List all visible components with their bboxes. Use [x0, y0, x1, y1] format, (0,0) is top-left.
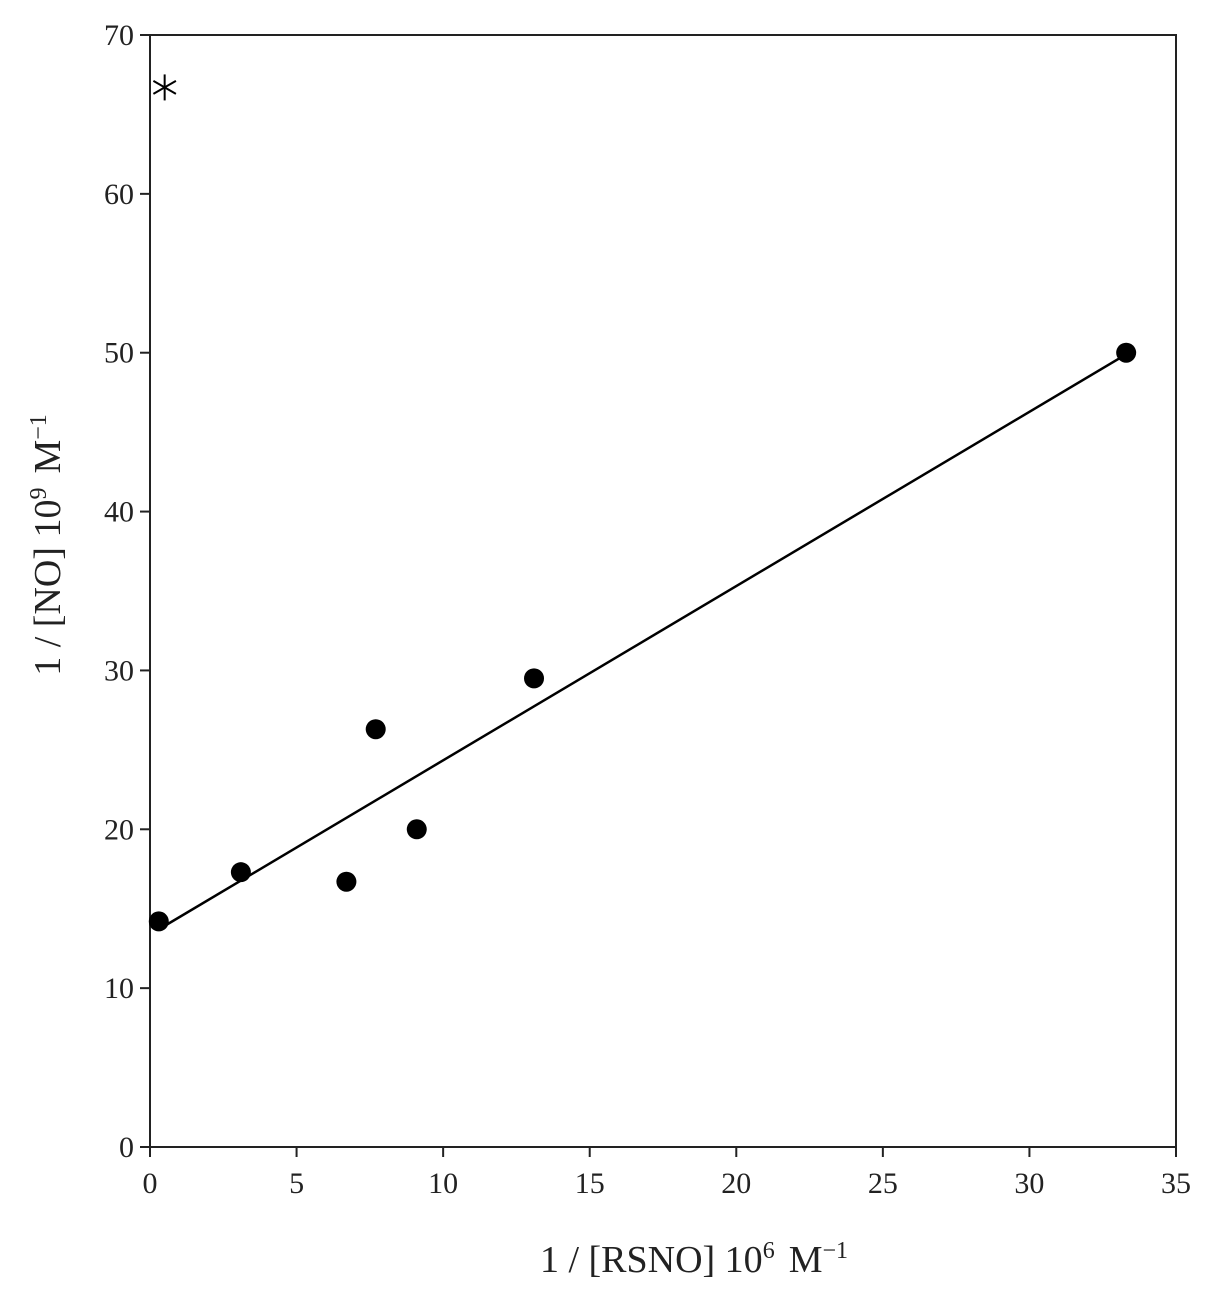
data-point	[1116, 342, 1137, 363]
y-axis-label-unit: M	[27, 440, 69, 474]
data-point	[230, 862, 251, 883]
x-axis-label: 1 / [RSNO] 106 M−1	[540, 1238, 848, 1281]
data-point	[148, 911, 169, 932]
x-tick-label: 20	[721, 1167, 751, 1200]
x-axis-label-exp: 6	[763, 1238, 775, 1264]
y-axis-label-exp: 9	[26, 488, 52, 500]
y-axis-ticks: 0 10 20 30 40 50 60 70	[104, 19, 150, 1164]
y-tick-label: 60	[104, 178, 134, 211]
y-tick-label: 50	[104, 337, 134, 370]
plot-frame	[149, 34, 1177, 1148]
plot-border	[149, 34, 1177, 1148]
x-tick-label: 30	[1014, 1167, 1044, 1200]
fit-line-layer	[158, 353, 1127, 931]
y-tick-label: 10	[104, 972, 134, 1005]
data-point	[336, 871, 357, 892]
x-tick-label: 10	[428, 1167, 458, 1200]
y-tick-label: 70	[104, 19, 134, 52]
data-point	[524, 668, 545, 689]
x-tick-label: 25	[868, 1167, 898, 1200]
fit-line	[158, 353, 1127, 931]
x-tick-label: 15	[575, 1167, 605, 1200]
data-points-layer	[148, 74, 1137, 932]
data-point	[365, 719, 386, 740]
x-axis-label-unit: M	[789, 1239, 823, 1281]
x-axis-label-unit-exp: −1	[822, 1238, 848, 1264]
y-tick-label: 0	[119, 1131, 134, 1164]
y-tick-label: 30	[104, 654, 134, 687]
y-axis-label-base: 1 / [NO] 10	[27, 500, 69, 676]
x-axis-label-base: 1 / [RSNO] 10	[540, 1239, 763, 1281]
x-tick-label: 5	[289, 1167, 304, 1200]
y-axis-label-unit-exp: −1	[26, 414, 52, 440]
data-point-asterisk	[152, 74, 177, 101]
x-tick-label: 35	[1161, 1167, 1191, 1200]
y-axis-label: 1 / [NO] 109 M−1	[26, 414, 69, 676]
y-tick-label: 40	[104, 496, 134, 529]
y-tick-label: 20	[104, 813, 134, 846]
x-axis-ticks: 0 5 10 15 20 25 30 35	[143, 1147, 1191, 1200]
data-point	[406, 819, 427, 840]
x-tick-label: 0	[143, 1167, 158, 1200]
